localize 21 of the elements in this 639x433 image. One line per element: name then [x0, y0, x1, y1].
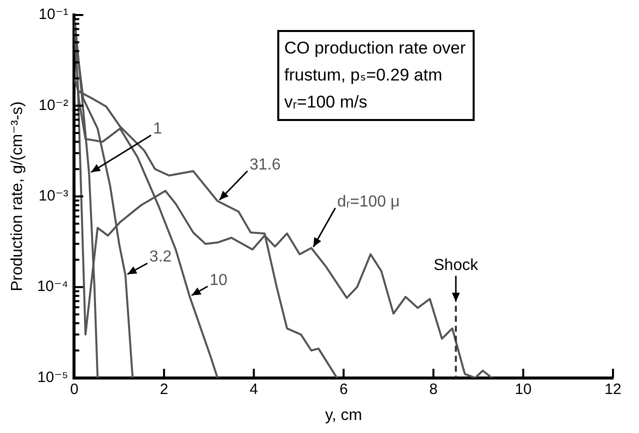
x-tick-label: 10: [514, 380, 532, 398]
x-axis-title: y, cm: [325, 406, 362, 424]
x-tick-label: 0: [70, 380, 78, 398]
text: 1: [153, 120, 162, 138]
x-tick-label: 8: [429, 380, 438, 398]
text: 31.6: [249, 156, 281, 174]
series-label: 3.2: [149, 248, 172, 266]
annotation: CO production rate over frustum, pₛ=0.29 atm vᵣ=100 m/s: [284, 38, 466, 112]
y-tick-label: 10⁻¹: [38, 6, 68, 24]
ref-line-label: Shock: [434, 257, 480, 274]
y-tick-label: 10⁻³: [38, 188, 68, 205]
x-tick-label: 4: [250, 380, 258, 398]
y-tick-label: 10⁻²: [38, 96, 68, 114]
x-tick-label: 2: [160, 380, 168, 398]
text: dᵣ=100 μ: [337, 193, 400, 210]
x-tick-label: 12: [604, 380, 622, 398]
y-axis-title: Production rate, g/(cm⁻³-s): [9, 101, 26, 292]
y-tick-label: 10⁻⁴: [37, 278, 68, 296]
y-tick-label: 10⁻⁵: [37, 368, 68, 386]
series-label: 10: [210, 272, 228, 289]
x-tick-label: 6: [339, 380, 348, 398]
